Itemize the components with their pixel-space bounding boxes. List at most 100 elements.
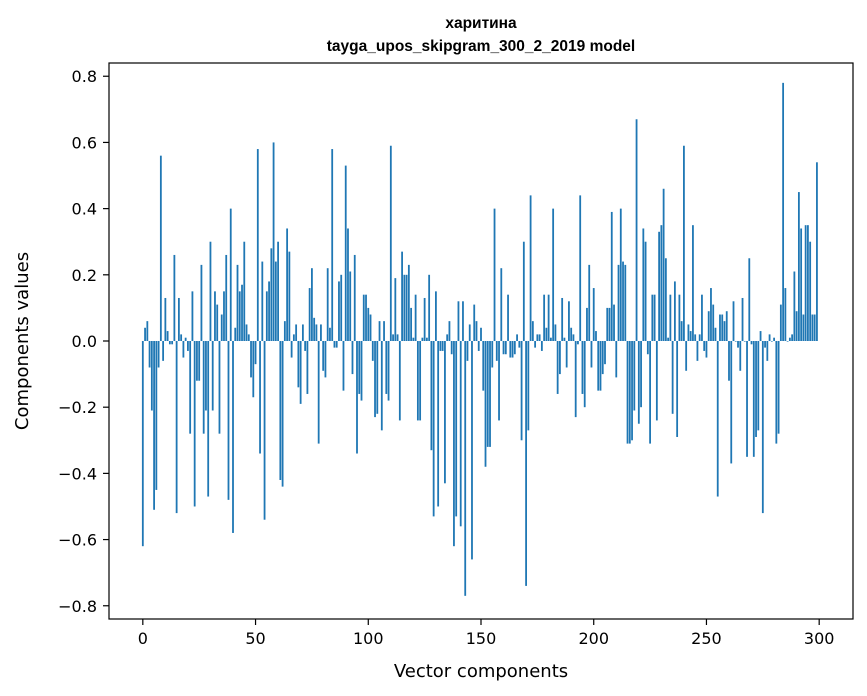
bar-5	[153, 341, 155, 510]
bar-41	[234, 327, 237, 341]
bar-38	[227, 341, 230, 500]
bar-199	[590, 341, 593, 368]
bar-174	[534, 341, 537, 348]
bar-140	[457, 301, 460, 341]
bar-113	[396, 334, 399, 341]
bar-89	[342, 341, 345, 391]
bar-224	[646, 341, 649, 355]
bar-198	[588, 264, 591, 341]
bar-64	[286, 228, 289, 341]
bar-139	[455, 341, 458, 517]
bar-230	[660, 225, 663, 341]
bar-181	[549, 337, 552, 341]
bar-197	[586, 307, 588, 341]
bar-165	[513, 341, 516, 355]
bar-167	[518, 341, 521, 348]
bar-1	[144, 327, 146, 341]
bar-203	[599, 341, 602, 391]
bar-114	[398, 341, 401, 421]
bar-75	[311, 268, 313, 341]
bar-277	[766, 341, 769, 361]
bar-11	[166, 331, 169, 341]
bar-299	[816, 162, 818, 341]
bar-133	[441, 341, 444, 351]
bar-81	[324, 341, 327, 378]
bar-161	[504, 341, 507, 355]
x-tick-label-50: 50	[245, 629, 265, 648]
bar-182	[552, 208, 555, 341]
bar-90	[344, 165, 347, 341]
bar-138	[453, 341, 455, 547]
bar-143	[464, 341, 467, 596]
bar-149	[477, 341, 480, 351]
y-ticks: −0.8 −0.6 −0.4 −0.2 0.0 0.2 0.4 0.6 0.8	[58, 67, 109, 616]
bar-20	[187, 341, 189, 351]
bar-159	[500, 268, 503, 341]
bar-61	[279, 341, 282, 480]
bar-24	[196, 341, 198, 381]
bar-49	[252, 341, 255, 398]
bar-106	[380, 341, 383, 431]
bar-63	[283, 321, 286, 341]
bar-217	[631, 341, 633, 441]
y-axis-label: Components values	[12, 252, 33, 430]
bar-152	[484, 341, 487, 467]
bar-115	[401, 251, 403, 341]
bar-99	[365, 294, 367, 341]
bar-73	[306, 341, 309, 394]
bar-59	[274, 261, 277, 341]
bar-53	[261, 261, 264, 341]
bar-278	[768, 334, 771, 341]
bar-259	[725, 311, 728, 341]
bar-178	[543, 294, 546, 341]
bar-48	[250, 341, 252, 378]
bar-96	[358, 341, 361, 394]
bar-269	[748, 258, 751, 341]
bar-82	[326, 268, 329, 341]
bar-168	[520, 341, 523, 441]
bar-169	[522, 241, 525, 341]
bar-223	[644, 241, 647, 341]
bar-186	[561, 297, 564, 341]
bar-265	[739, 341, 742, 371]
bar-146	[471, 341, 473, 560]
bar-195	[581, 341, 584, 394]
bar-220	[637, 341, 640, 424]
bar-291	[797, 192, 800, 341]
bar-241	[685, 341, 688, 371]
bar-28	[205, 341, 207, 411]
bar-237	[676, 341, 679, 437]
bar-84	[331, 149, 334, 341]
bar-298	[813, 314, 816, 341]
bar-243	[689, 331, 692, 341]
bar-66	[290, 341, 293, 358]
bar-46	[245, 324, 248, 341]
bar-32	[214, 291, 216, 341]
bar-219	[635, 119, 638, 341]
bar-242	[687, 324, 690, 341]
bar-71	[301, 324, 304, 341]
bar-267	[743, 341, 746, 342]
bar-111	[392, 334, 394, 341]
bar-153	[486, 341, 489, 447]
bar-3	[148, 341, 151, 368]
bar-175	[536, 334, 539, 341]
bar-156	[493, 208, 496, 341]
bar-30	[209, 241, 212, 341]
bar-247	[698, 334, 701, 341]
bar-19	[184, 337, 187, 341]
y-tick-label-8: 0.8	[72, 67, 97, 86]
bar-284	[782, 82, 785, 342]
bar-79	[320, 324, 322, 341]
bar-176	[538, 334, 541, 341]
bar-21	[189, 341, 192, 434]
bars-group	[141, 82, 818, 596]
chart-title: харитина	[445, 15, 517, 32]
bar-154	[489, 341, 491, 447]
bar-185	[559, 341, 561, 375]
bar-263	[734, 341, 737, 342]
bar-93	[351, 341, 354, 375]
bar-150	[480, 327, 482, 341]
bar-33	[216, 304, 219, 341]
bar-42	[236, 264, 239, 341]
